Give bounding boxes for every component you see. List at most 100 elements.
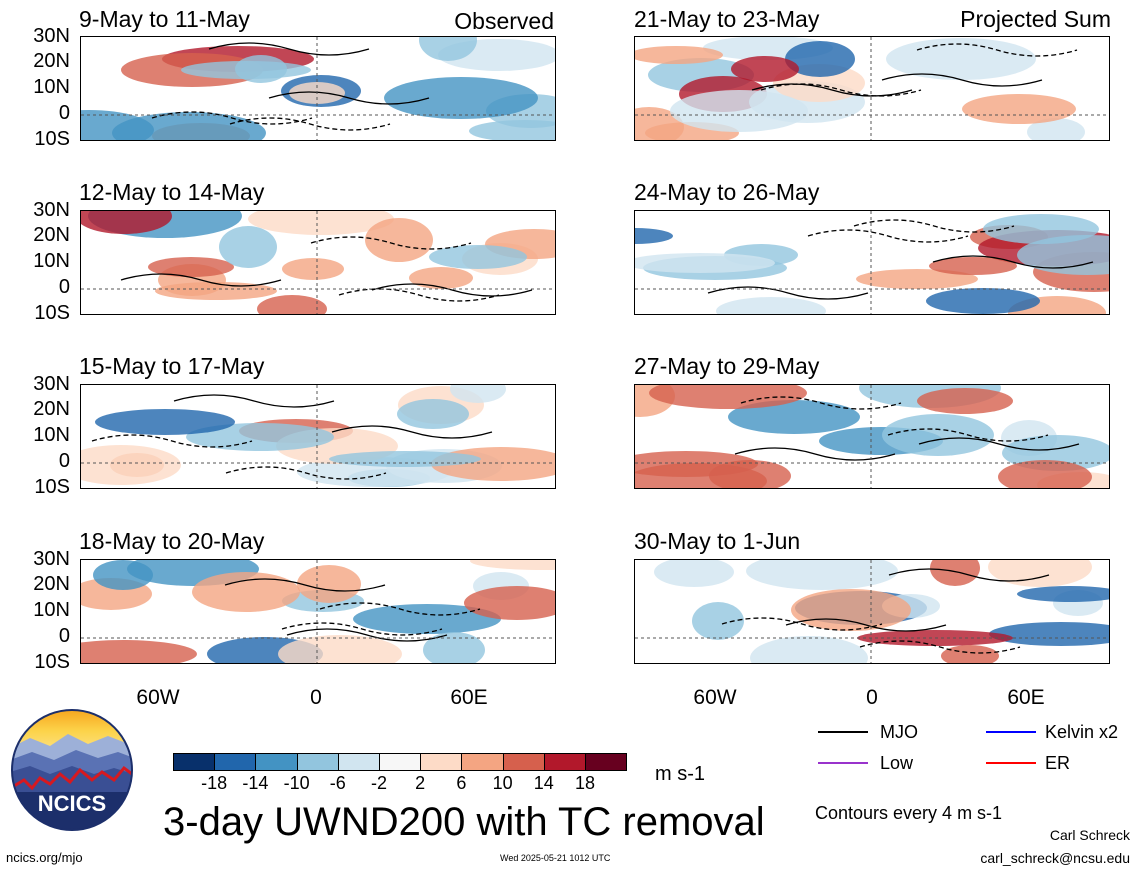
contour-line <box>224 578 386 592</box>
wind-field <box>635 560 1109 663</box>
lon-label: 60E <box>1007 686 1045 709</box>
shading-blob <box>1017 586 1109 602</box>
lat-label: 0 <box>58 276 70 298</box>
shading-blob <box>998 460 1092 488</box>
panel-title: 18-May to 20-May <box>79 528 265 554</box>
shading-blob <box>450 385 506 403</box>
contour-line <box>151 111 313 125</box>
legend-line-kelvin <box>986 731 1036 733</box>
colorbar-label: -6 <box>329 773 346 793</box>
colorbar-swatch <box>296 753 339 771</box>
shading-blob <box>989 622 1109 646</box>
lat-label: 10N <box>33 76 70 98</box>
wind-field <box>635 37 1109 140</box>
contour-line <box>120 273 282 287</box>
colorbar-swatch <box>214 753 257 771</box>
panel-tag-projected: Projected Sum <box>960 6 1111 32</box>
shading-blob <box>470 560 555 570</box>
legend-line-mjo <box>818 731 868 733</box>
shading-blob <box>635 46 723 64</box>
lat-label: 10S <box>34 651 70 673</box>
colorbar-label: -10 <box>283 773 310 793</box>
legend-line-er <box>986 762 1036 764</box>
panel-title: 24-May to 26-May <box>634 179 820 205</box>
panel-title: 30-May to 1-Jun <box>634 528 801 554</box>
shading-blob <box>791 589 911 631</box>
shading-blob <box>464 586 555 620</box>
shading-blob <box>731 56 799 82</box>
colorbar-swatch <box>502 753 545 771</box>
contour-line <box>881 73 1043 87</box>
ncics-logo: NCICS <box>10 708 134 832</box>
wind-field <box>635 211 1109 314</box>
wind-field <box>81 37 555 140</box>
shading-blob <box>278 635 402 663</box>
map-panel <box>634 559 1110 664</box>
map-panel <box>80 36 556 141</box>
shading-blob <box>235 55 287 83</box>
shading-blob <box>419 37 477 61</box>
legend-label-kelvin: Kelvin x2 <box>1045 722 1119 742</box>
shading-blob <box>353 604 501 634</box>
map-panel <box>634 384 1110 489</box>
colorbar-swatch <box>255 753 298 771</box>
contour-line <box>281 622 443 636</box>
contour-line <box>371 283 533 297</box>
contour-line <box>310 236 472 250</box>
colorbar-label: 10 <box>492 773 513 793</box>
legend-label-low: Low <box>880 753 914 773</box>
lat-label: 10N <box>33 599 70 621</box>
lat-label: 20N <box>33 398 70 420</box>
shading-blob <box>186 423 334 451</box>
shading-blob <box>882 414 994 456</box>
lon-label: 60W <box>693 686 737 709</box>
colorbar-label: -14 <box>242 773 269 793</box>
colorbar-label: -18 <box>201 773 228 793</box>
colorbar-swatch <box>585 753 628 771</box>
shading-blob <box>728 400 860 434</box>
wind-field <box>81 211 555 314</box>
lat-label: 0 <box>58 102 70 124</box>
shading-blob <box>429 245 527 269</box>
lat-label: 20N <box>33 50 70 72</box>
footer-email[interactable]: carl_schreck@ncsu.edu <box>980 850 1130 866</box>
map-panel <box>80 210 556 315</box>
svg-text:NCICS: NCICS <box>38 791 106 816</box>
shading-blob <box>941 645 999 663</box>
main-title: 3-day UWND200 with TC removal <box>163 800 765 844</box>
lon-label: 0 <box>866 686 878 709</box>
shading-blob <box>248 211 394 235</box>
contour-line <box>853 219 1015 233</box>
contour-line <box>707 286 869 300</box>
colorbar-label: 2 <box>415 773 426 793</box>
contour-line <box>225 466 387 480</box>
legend-line-low <box>818 762 868 764</box>
shading-blob <box>886 38 1036 80</box>
colorbar-label: 6 <box>456 773 467 793</box>
contour-line <box>751 83 913 97</box>
shading-blob <box>635 228 673 244</box>
contour-line <box>888 568 1050 582</box>
contour-line <box>916 43 1078 57</box>
legend-label-mjo: MJO <box>880 722 918 742</box>
contour-line <box>918 437 1080 451</box>
shading-blob <box>746 560 898 590</box>
colorbar-swatch <box>173 753 216 771</box>
contour-line <box>807 229 969 243</box>
lat-label: 10N <box>33 250 70 272</box>
wind-field <box>81 385 555 488</box>
contour-line <box>173 394 335 408</box>
lat-label: 0 <box>58 625 70 647</box>
logo-globe-icon: NCICS <box>11 709 133 831</box>
colorbar-swatch <box>337 753 380 771</box>
shading-blob <box>988 560 1092 587</box>
map-panel <box>80 384 556 489</box>
footer-author: Carl Schreck <box>1049 827 1130 843</box>
colorbar-swatch <box>461 753 504 771</box>
shading-blob <box>282 258 344 280</box>
colorbar-swatch <box>420 753 463 771</box>
shading-blob <box>635 253 775 273</box>
map-panel <box>634 210 1110 315</box>
shading-blob <box>95 409 235 435</box>
footer-url[interactable]: ncics.org/mjo <box>6 850 83 865</box>
